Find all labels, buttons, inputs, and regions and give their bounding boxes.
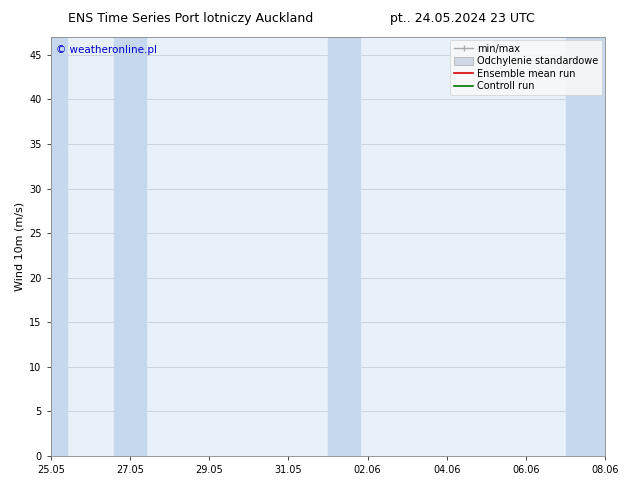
Bar — [51, 37, 67, 456]
Bar — [114, 37, 146, 456]
Text: © weatheronline.pl: © weatheronline.pl — [56, 46, 157, 55]
Bar — [328, 37, 359, 456]
Legend: min/max, Odchylenie standardowe, Ensemble mean run, Controll run: min/max, Odchylenie standardowe, Ensembl… — [450, 40, 602, 95]
Text: ENS Time Series Port lotniczy Auckland: ENS Time Series Port lotniczy Auckland — [68, 12, 313, 25]
Bar — [566, 37, 605, 456]
Text: pt.. 24.05.2024 23 UTC: pt.. 24.05.2024 23 UTC — [391, 12, 535, 25]
Y-axis label: Wind 10m (m/s): Wind 10m (m/s) — [15, 202, 25, 291]
